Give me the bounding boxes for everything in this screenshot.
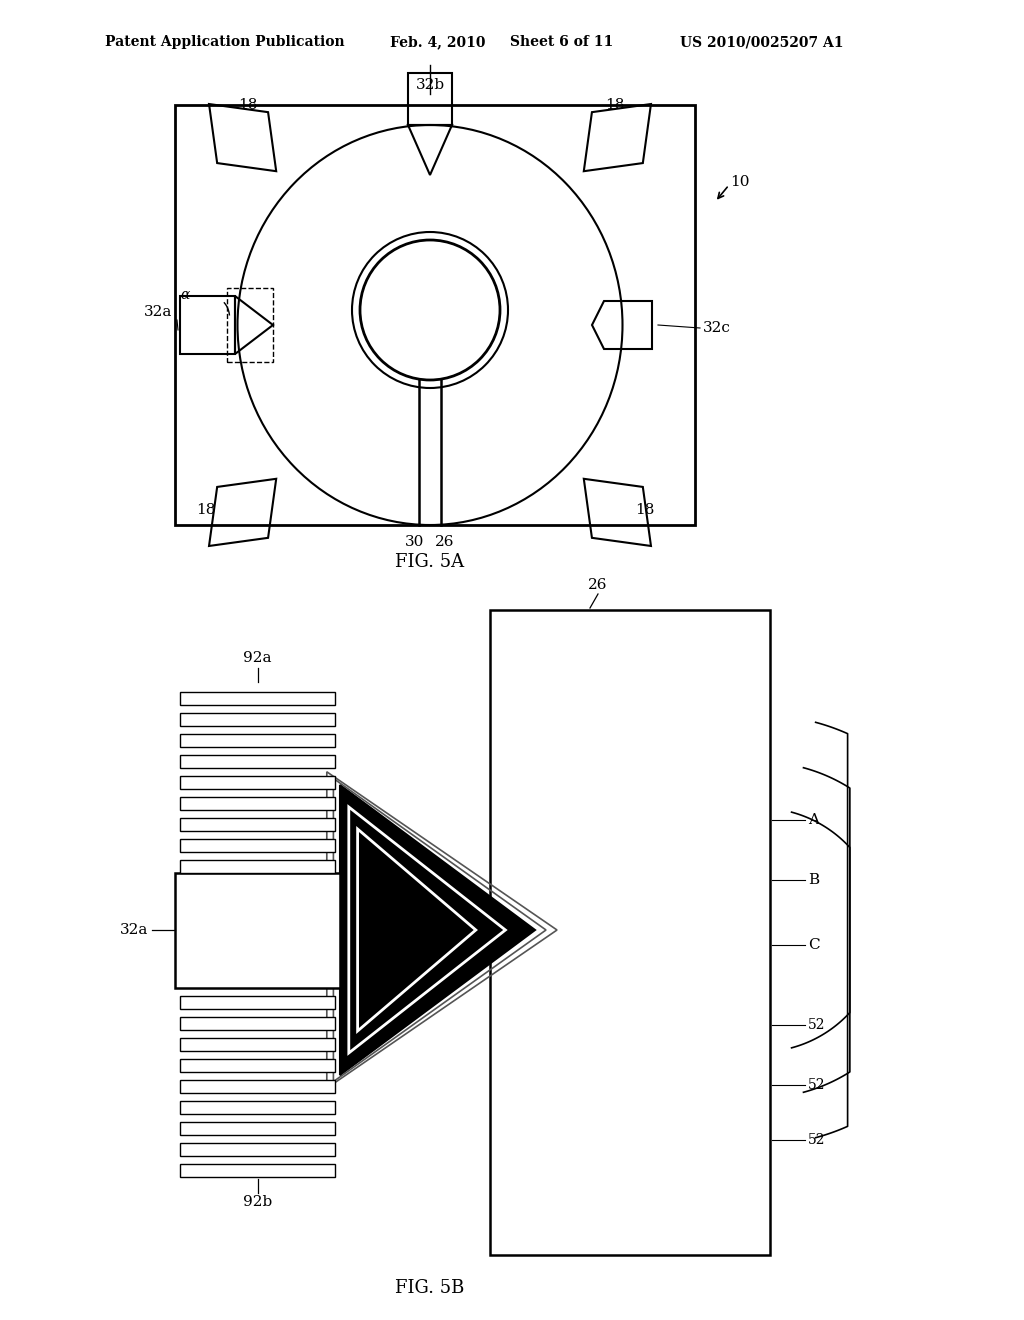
Text: 30: 30 [406,535,425,549]
Text: 26: 26 [435,535,455,549]
Bar [180,1122,335,1134]
Bar [175,873,340,987]
Bar [175,106,695,525]
Text: 10: 10 [730,176,750,189]
Bar [180,1038,335,1051]
Text: 18: 18 [239,98,258,112]
Bar [490,610,770,1255]
Bar [180,776,335,788]
Text: 92a: 92a [244,652,271,665]
Bar [180,755,335,767]
Polygon shape [340,785,535,1074]
Text: 32c: 32c [703,321,731,335]
Bar [180,713,335,726]
Bar [180,817,335,830]
Bar [180,859,335,873]
Text: α: α [180,288,189,302]
Text: 92b: 92b [243,1195,272,1209]
Bar [180,692,335,705]
Text: 26: 26 [588,578,608,591]
Text: US 2010/0025207 A1: US 2010/0025207 A1 [680,36,844,49]
Text: 52: 52 [808,1133,825,1147]
Bar [180,995,335,1008]
Bar [180,296,234,354]
Text: 52: 52 [808,1078,825,1092]
Text: 52: 52 [808,1018,825,1032]
Text: C: C [808,939,819,952]
Bar [180,1163,335,1176]
Bar [180,1016,335,1030]
Text: 32b: 32b [416,78,444,92]
Text: FIG. 5A: FIG. 5A [395,553,465,572]
Text: B: B [808,873,819,887]
Text: 18: 18 [605,98,625,112]
Bar [180,1059,335,1072]
Text: A: A [808,813,819,828]
Text: Feb. 4, 2010: Feb. 4, 2010 [390,36,485,49]
Bar [227,288,272,362]
Bar [408,73,452,125]
Text: Sheet 6 of 11: Sheet 6 of 11 [510,36,613,49]
Bar [180,1101,335,1114]
Text: 18: 18 [635,503,654,517]
Bar [180,1080,335,1093]
Bar [180,734,335,747]
Text: 32a: 32a [120,923,148,937]
Text: Patent Application Publication: Patent Application Publication [105,36,345,49]
Text: FIG. 5B: FIG. 5B [395,1279,465,1298]
Bar [180,838,335,851]
Text: 18: 18 [196,503,215,517]
Bar [180,1143,335,1155]
Bar [180,796,335,809]
Text: 32a: 32a [143,305,172,319]
